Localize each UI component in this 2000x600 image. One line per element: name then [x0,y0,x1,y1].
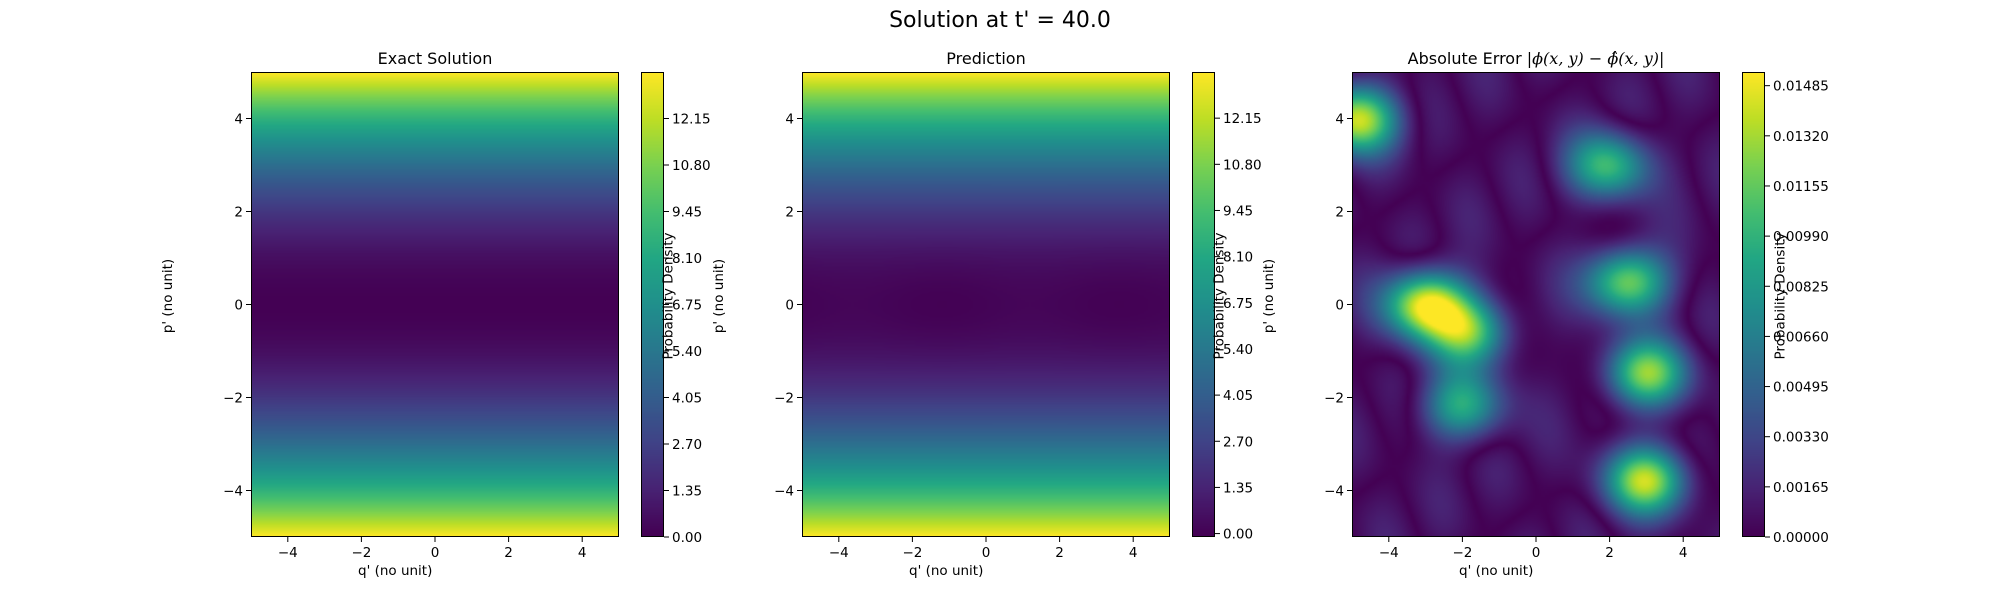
colorbar-tick-label: 2.70 [1223,434,1253,450]
colorbar-label: Probability Density [1771,232,1788,360]
colorbar-tick-label: 0.00330 [1773,430,1829,446]
colorbar-tick-label: 0.00495 [1773,380,1829,396]
x-axis-label: q' (no unit) [358,563,433,579]
y-tick-label: −4 [223,484,243,500]
colorbar-tick-label: 1.35 [672,484,702,500]
x-tick-label: 2 [504,545,513,561]
colorbar-tick-label: 8.10 [672,251,702,267]
x-tick-label: 0 [431,545,440,561]
colorbar-tick-label: 0.00825 [1773,279,1829,295]
colorbar-tick-label: 9.45 [672,205,702,221]
colorbar-tick-label: 2.70 [672,437,702,453]
panel-title: Exact Solution [377,49,493,68]
colorbar-tick-label: 0.01155 [1773,179,1829,195]
y-tick-label: 4 [785,112,794,128]
colorbar-tick-label: 9.45 [1223,203,1253,219]
y-tick-label: 2 [234,205,243,221]
x-tick-label: −2 [1452,545,1472,561]
x-tick-label: −4 [829,545,849,561]
colorbar-tick-label: 10.80 [672,158,711,174]
colorbar-tick-label: 8.10 [1223,250,1253,266]
colorbar-tick-label: 12.15 [1223,111,1262,127]
panel-title: Prediction [946,49,1026,68]
colorbar-tick-label: 5.40 [672,344,702,360]
x-tick-label: 2 [1055,545,1064,561]
y-tick-label: 4 [234,112,243,128]
y-tick-label: −2 [1324,391,1344,407]
colorbar-tick-label: 12.15 [672,112,711,128]
colorbar [641,72,664,537]
y-tick-label: 0 [234,298,243,314]
y-tick-label: −2 [774,391,794,407]
colorbar-tick-label: 6.75 [1223,296,1253,312]
y-tick-label: 4 [1335,112,1344,128]
x-axis-label: q' (no unit) [909,563,984,579]
colorbar-tick-label: 0.00165 [1773,480,1829,496]
heatmap-image [252,73,618,536]
y-tick-label: −4 [774,484,794,500]
colorbar-gradient [642,73,663,536]
heatmap-image [1353,73,1719,536]
colorbar-tick-label: 0.00 [1223,527,1253,543]
x-tick-label: 2 [1605,545,1614,561]
colorbar-gradient [1193,73,1214,536]
colorbar [1192,72,1215,537]
colorbar [1742,72,1765,537]
x-tick-label: −2 [902,545,922,561]
colorbar-tick-label: 4.05 [1223,388,1253,404]
y-axis-label: p' (no unit) [1261,258,1278,334]
y-tick-label: 2 [1335,205,1344,221]
colorbar-tick-label: 0.01485 [1773,79,1829,95]
colorbar-tick-label: 0.00990 [1773,229,1829,245]
y-tick-label: 0 [1335,298,1344,314]
colorbar-tick-label: 0.01320 [1773,129,1829,145]
panel-title: Absolute Error |ϕ(x, y) − ϕ̂(x, y)| [1352,49,1720,68]
colorbar-tick-label: 0.00000 [1773,530,1829,546]
x-tick-label: −2 [351,545,371,561]
colorbar-tick-label: 5.40 [1223,342,1253,358]
x-tick-label: 0 [982,545,991,561]
colorbar-tick-label: 0.00660 [1773,329,1829,345]
x-tick-label: −4 [278,545,298,561]
x-tick-label: 4 [578,545,587,561]
colorbar-tick-label: 4.05 [672,391,702,407]
heatmap-plot [1352,72,1720,537]
x-tick-label: 4 [1129,545,1138,561]
colorbar-tick-label: 0.00 [672,530,702,546]
x-tick-label: 4 [1679,545,1688,561]
colorbar-tick-label: 6.75 [672,298,702,314]
heatmap-image [803,73,1169,536]
x-axis-label: q' (no unit) [1459,563,1534,579]
figure-title: Solution at t' = 40.0 [889,8,1111,33]
colorbar-tick-label: 10.80 [1223,157,1262,173]
colorbar-tick-label: 1.35 [1223,480,1253,496]
x-tick-label: 0 [1532,545,1541,561]
heatmap-plot [802,72,1170,537]
panel-title-math: |ϕ(x, y) − ϕ̂(x, y)| [1526,49,1665,68]
y-tick-label: 2 [785,205,794,221]
colorbar-gradient [1743,73,1764,536]
y-tick-label: −2 [223,391,243,407]
x-tick-label: −4 [1379,545,1399,561]
y-tick-label: 0 [785,298,794,314]
y-tick-label: −4 [1324,484,1344,500]
heatmap-plot [251,72,619,537]
panel-title-text: Absolute Error [1407,49,1522,68]
